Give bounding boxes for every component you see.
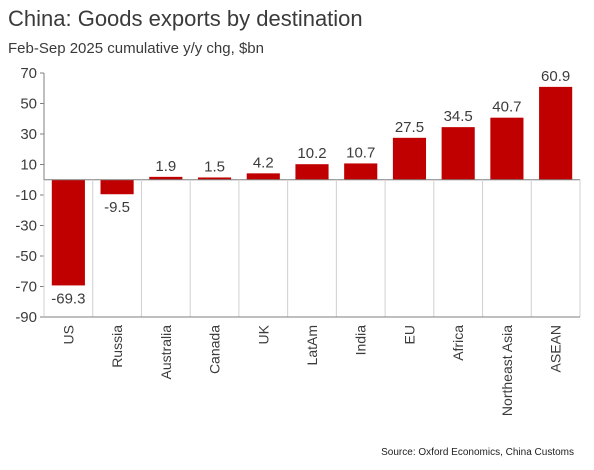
y-tick-label: -90 <box>15 309 37 326</box>
value-label: 10.2 <box>297 145 326 162</box>
value-label: 40.7 <box>492 99 521 116</box>
category-label: India <box>353 325 369 356</box>
category-label: LatAm <box>304 325 320 365</box>
x-axis-labels: US Russia Australia Canada UK LatAm India EU Afr… <box>60 324 563 416</box>
bar-uk <box>246 173 280 180</box>
bar-eu <box>392 137 427 180</box>
y-tick-label: 30 <box>20 126 37 143</box>
bar-asean <box>539 86 573 180</box>
y-tick-label: -70 <box>15 279 37 296</box>
category-label: Canada <box>207 325 223 374</box>
bar-australia <box>149 176 183 180</box>
bar-northeast-asia <box>490 117 524 180</box>
value-label: -69.3 <box>51 290 85 307</box>
y-tick-label: 70 <box>20 65 37 82</box>
source-note: Source: Oxford Economics, China Customs <box>381 447 574 458</box>
bar-russia <box>100 179 134 195</box>
y-tick-label: 10 <box>20 157 37 174</box>
value-label: 60.9 <box>541 68 570 85</box>
y-tick-label: -10 <box>15 187 37 204</box>
category-label: Northeast Asia <box>499 325 515 416</box>
y-axis: 70 50 30 10 -10 -30 -50 -70 -90 <box>15 65 45 326</box>
category-label: Australia <box>158 325 174 380</box>
category-label: UK <box>255 324 271 344</box>
value-label: 4.2 <box>253 154 274 171</box>
y-tick-label: -30 <box>15 218 37 235</box>
y-tick-label: -50 <box>15 248 37 265</box>
value-label: 1.5 <box>204 158 225 175</box>
category-label: US <box>60 325 76 344</box>
category-label: EU <box>401 325 417 344</box>
value-label: 10.7 <box>346 144 375 161</box>
value-label: 1.9 <box>155 158 176 175</box>
category-label: Russia <box>109 325 125 368</box>
bar-africa <box>441 127 475 180</box>
bar-latam <box>295 164 329 180</box>
bars <box>51 86 573 286</box>
category-label: ASEAN <box>548 325 564 372</box>
zero-axis <box>43 179 581 318</box>
value-label: -9.5 <box>104 199 130 216</box>
category-label: Africa <box>450 325 466 361</box>
chart-subtitle: Feb-Sep 2025 cumulative y/y chg, $bn <box>8 40 264 57</box>
bar-us <box>51 179 85 286</box>
bar-canada <box>197 177 232 180</box>
value-label: 34.5 <box>444 108 473 125</box>
value-labels: -69.3 -9.5 1.9 1.5 4.2 10.2 10.7 27.5 34.5 40.7 60… <box>51 68 570 308</box>
chart-title: China: Goods exports by destination <box>8 6 363 31</box>
bar-india <box>344 163 378 180</box>
y-tick-label: 50 <box>20 96 37 113</box>
value-label: 27.5 <box>395 119 424 136</box>
